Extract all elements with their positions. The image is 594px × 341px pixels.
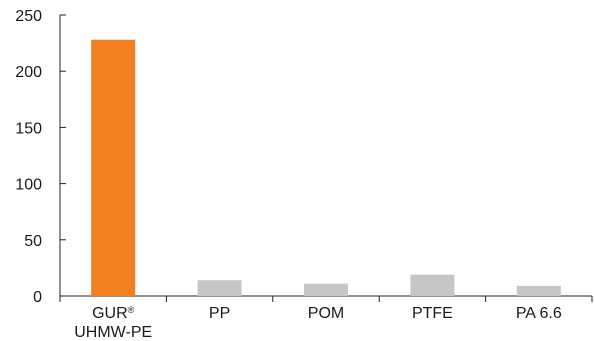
bar xyxy=(91,40,135,296)
bar xyxy=(410,275,454,296)
y-tick-labels: 0 50 100 150 200 250 xyxy=(15,8,42,306)
y-tick-label: 150 xyxy=(15,120,42,137)
x-tick-label: PA 6.6 xyxy=(516,305,562,322)
x-tick-label: UHMW-PE xyxy=(74,324,152,341)
bars xyxy=(91,40,561,296)
x-tick-label: PTFE xyxy=(412,305,453,322)
bar xyxy=(517,286,561,296)
y-tick-label: 200 xyxy=(15,64,42,81)
y-tick-label: 100 xyxy=(15,177,42,194)
axes xyxy=(60,15,592,302)
y-tick-label: 0 xyxy=(33,289,42,306)
y-tick-label: 250 xyxy=(15,8,42,25)
bar xyxy=(304,284,348,296)
x-tick-labels: GUR® UHMW-PE PP POM PTFE PA 6.6 xyxy=(74,305,562,341)
y-tick-label: 50 xyxy=(24,233,42,250)
bar xyxy=(198,280,242,296)
x-tick-label: PP xyxy=(209,305,230,322)
x-tick-label: POM xyxy=(308,305,344,322)
x-tick-label: GUR® xyxy=(92,305,135,322)
